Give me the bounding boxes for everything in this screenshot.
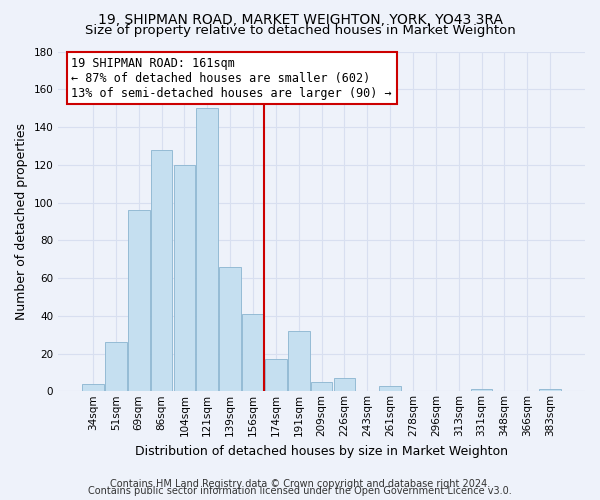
Bar [539, 390, 561, 392]
Text: Contains public sector information licensed under the Open Government Licence v3: Contains public sector information licen… [88, 486, 512, 496]
Bar [151, 150, 172, 392]
Bar [128, 210, 149, 392]
Bar [196, 108, 218, 392]
Bar [82, 384, 104, 392]
Text: 19 SHIPMAN ROAD: 161sqm
← 87% of detached houses are smaller (602)
13% of semi-d: 19 SHIPMAN ROAD: 161sqm ← 87% of detache… [71, 56, 392, 100]
Text: 19, SHIPMAN ROAD, MARKET WEIGHTON, YORK, YO43 3RA: 19, SHIPMAN ROAD, MARKET WEIGHTON, YORK,… [97, 12, 503, 26]
Bar [471, 390, 493, 392]
Bar [173, 165, 195, 392]
Bar [379, 386, 401, 392]
Bar [288, 331, 310, 392]
Text: Size of property relative to detached houses in Market Weighton: Size of property relative to detached ho… [85, 24, 515, 37]
Bar [311, 382, 332, 392]
Y-axis label: Number of detached properties: Number of detached properties [15, 123, 28, 320]
Bar [105, 342, 127, 392]
Bar [334, 378, 355, 392]
Bar [219, 266, 241, 392]
Bar [265, 359, 287, 392]
Bar [242, 314, 264, 392]
X-axis label: Distribution of detached houses by size in Market Weighton: Distribution of detached houses by size … [135, 444, 508, 458]
Text: Contains HM Land Registry data © Crown copyright and database right 2024.: Contains HM Land Registry data © Crown c… [110, 479, 490, 489]
